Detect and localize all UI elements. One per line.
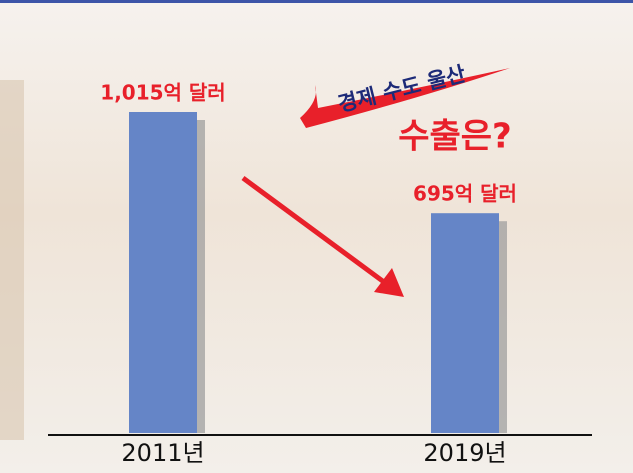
background-photo-edge: [0, 80, 24, 440]
swoosh: [300, 68, 510, 128]
bar: [129, 112, 197, 433]
top-border: [0, 0, 633, 3]
annotation: 수출은?: [398, 117, 512, 157]
value-label: 1,015억 달러: [100, 81, 225, 105]
arrow-head: [374, 268, 404, 297]
bar: [431, 213, 499, 433]
x-tick-label: 2019년: [423, 439, 506, 467]
value-label: 695억 달러: [413, 182, 517, 206]
arrow: [241, 175, 390, 288]
x-tick-label: 2011년: [121, 439, 204, 467]
